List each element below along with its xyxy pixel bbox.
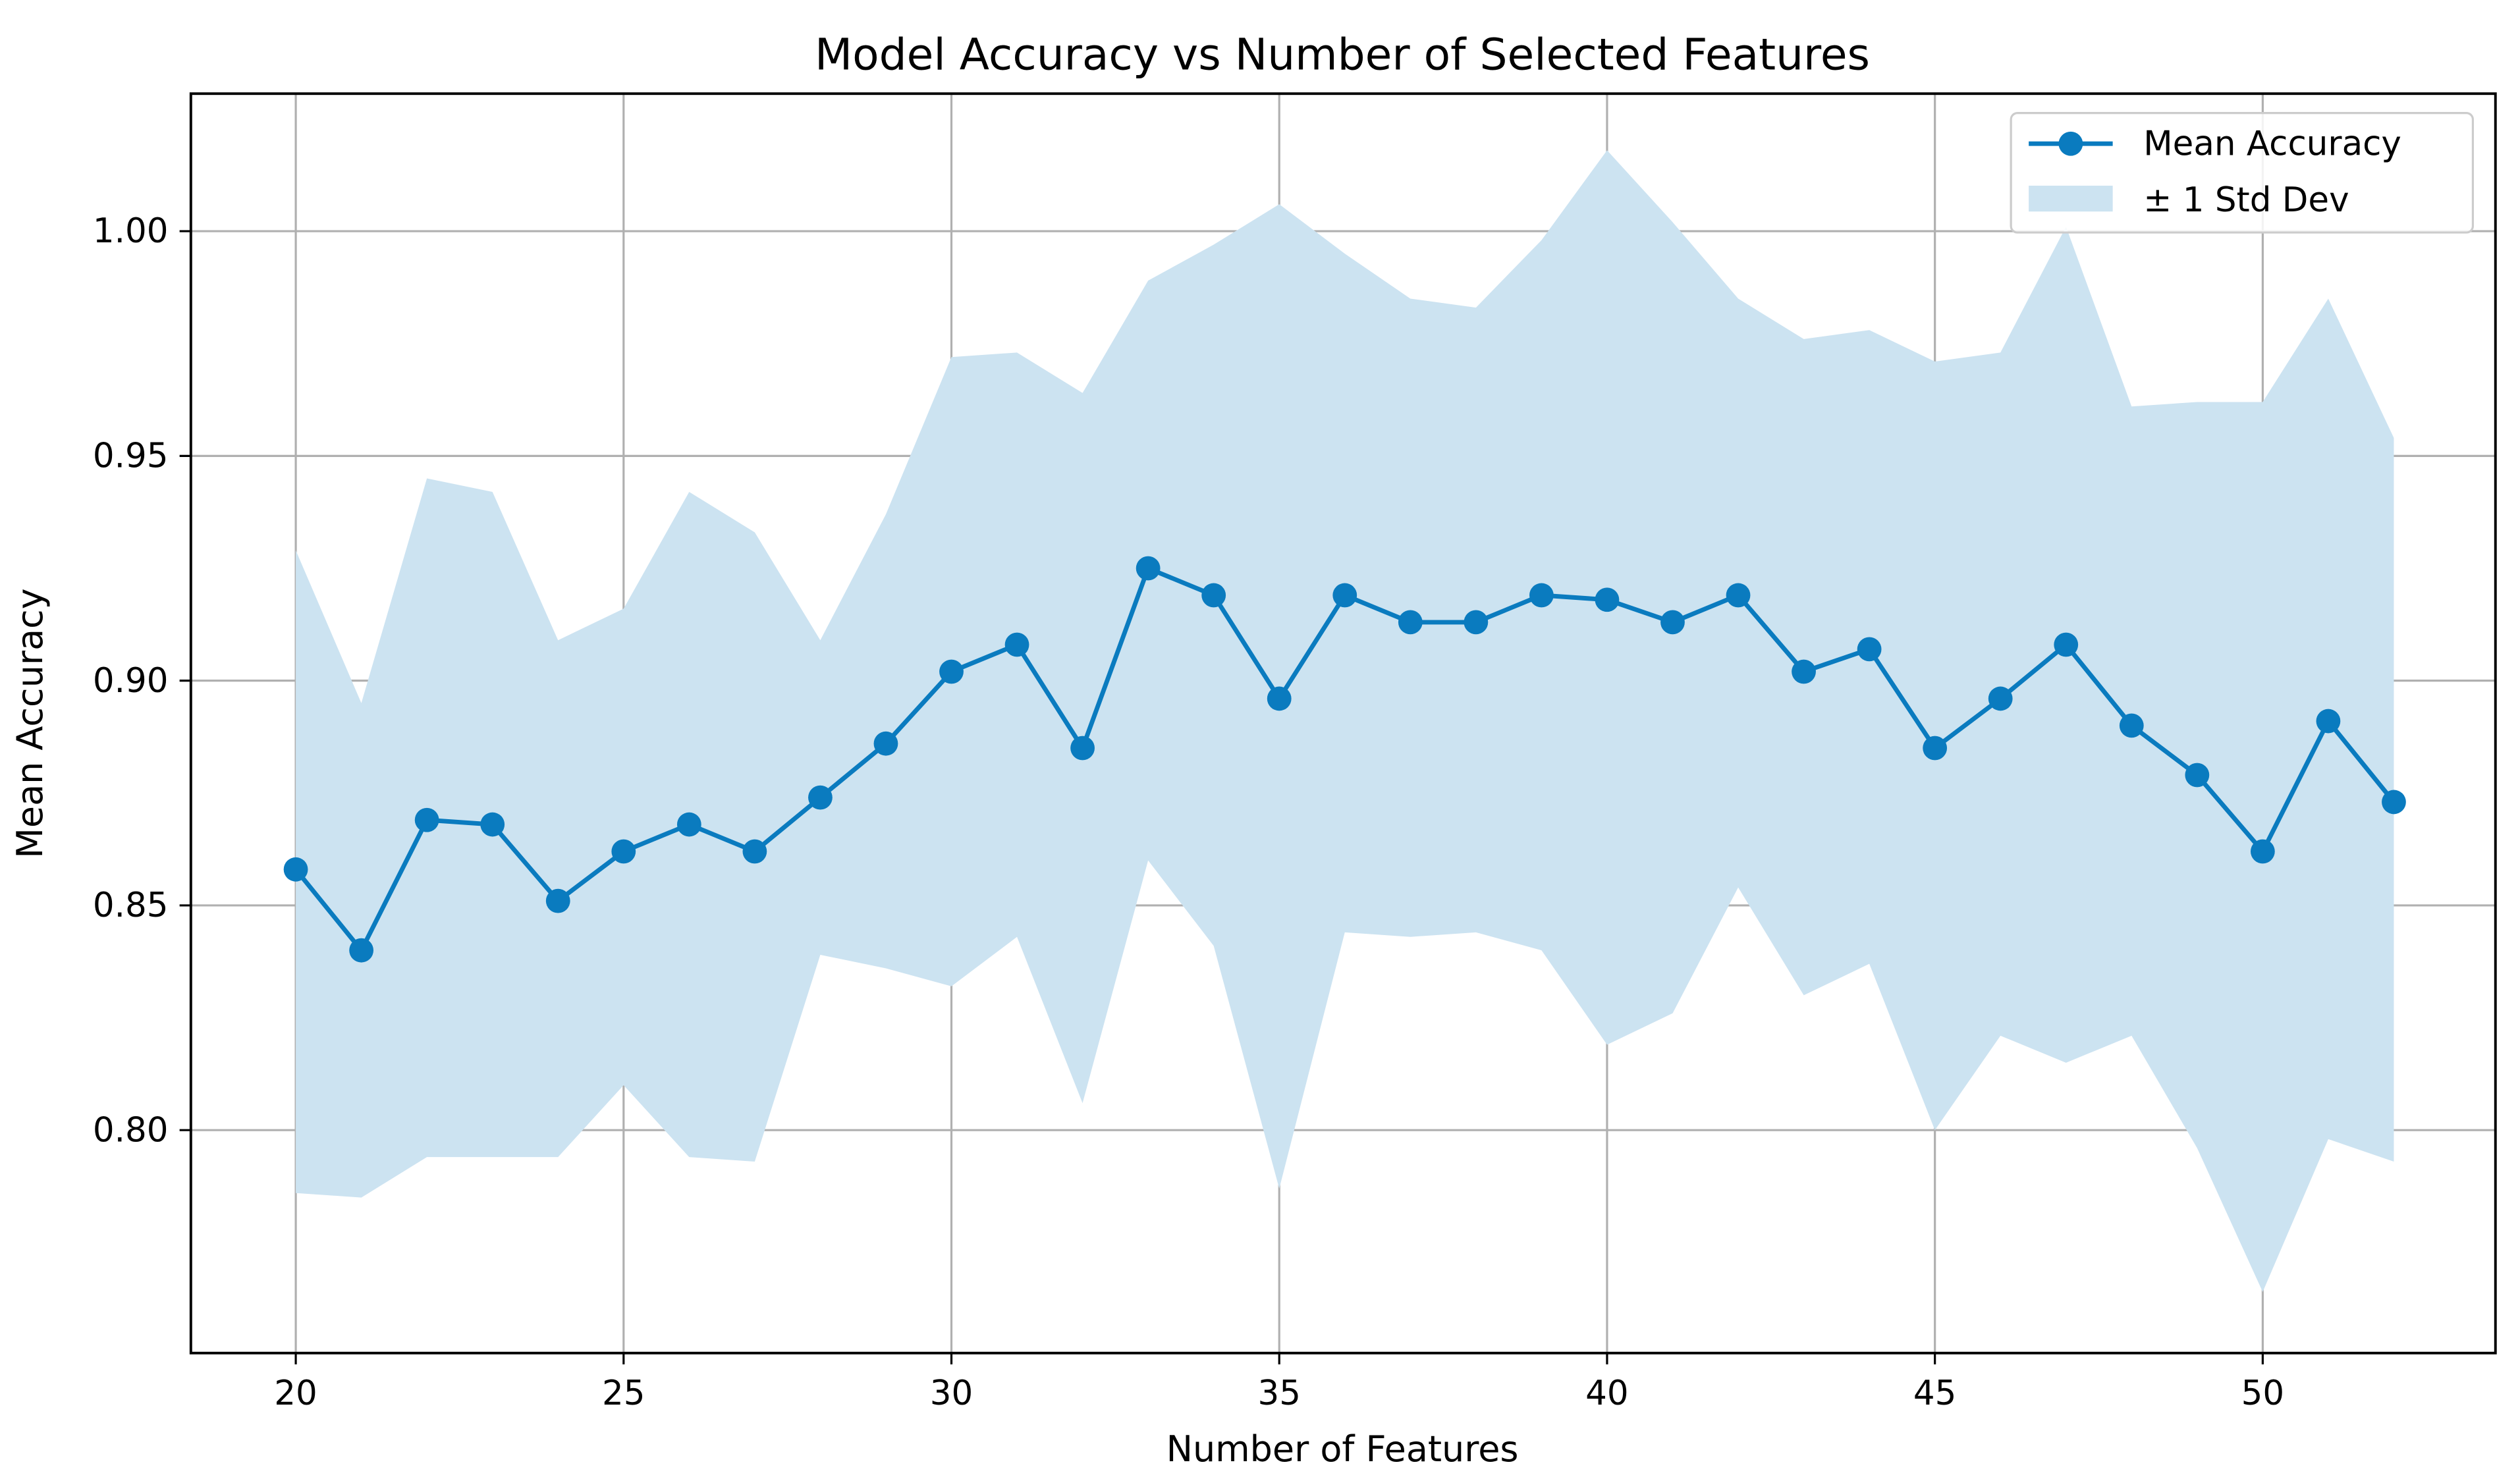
mean-accuracy-point <box>283 857 308 882</box>
mean-accuracy-point <box>2316 709 2341 734</box>
mean-accuracy-point <box>1595 587 1620 612</box>
y-tick-label: 1.00 <box>93 211 169 251</box>
legend-marker-swatch <box>2058 131 2083 156</box>
mean-accuracy-point <box>1792 659 1816 684</box>
std-band-area <box>296 150 2394 1292</box>
legend: Mean Accuracy ± 1 Std Dev <box>2010 112 2475 234</box>
mean-accuracy-point <box>676 812 701 837</box>
mean-accuracy-point <box>2119 713 2144 738</box>
y-axis-label: Mean Accuracy <box>9 588 51 858</box>
x-tick-label: 20 <box>274 1374 317 1413</box>
plot-frame <box>189 92 2497 1355</box>
x-tick-label: 30 <box>930 1374 973 1413</box>
legend-label-mean: Mean Accuracy <box>2143 124 2401 163</box>
legend-label-std: ± 1 Std Dev <box>2143 180 2349 220</box>
mean-accuracy-point <box>1464 610 1489 635</box>
mean-accuracy-point <box>808 785 833 810</box>
mean-accuracy-point <box>1267 686 1292 711</box>
x-tick-label: 50 <box>2241 1374 2285 1413</box>
chart-title: Model Accuracy vs Number of Selected Fea… <box>815 29 1870 80</box>
x-axis-label: Number of Features <box>1166 1428 1519 1470</box>
mean-accuracy-point <box>349 938 374 963</box>
mean-accuracy-point <box>2185 763 2210 788</box>
mean-accuracy-point <box>2054 632 2079 657</box>
mean-accuracy-point <box>611 839 636 864</box>
mean-accuracy-point <box>2250 839 2275 864</box>
mean-accuracy-point <box>1070 736 1095 761</box>
x-tick-label: 45 <box>1913 1374 1957 1413</box>
mean-accuracy-point <box>1201 583 1226 608</box>
x-tick-label: 25 <box>602 1374 645 1413</box>
mean-accuracy-point <box>1004 632 1029 657</box>
legend-box <box>2010 112 2475 234</box>
mean-accuracy-point <box>414 807 439 832</box>
legend-band-swatch <box>2029 185 2113 212</box>
mean-accuracy-point <box>2382 790 2406 815</box>
mean-accuracy-point <box>742 839 767 864</box>
mean-accuracy-point <box>1529 583 1554 608</box>
y-tick-label: 0.95 <box>93 437 169 476</box>
y-tick-label: 0.90 <box>93 661 169 701</box>
mean-accuracy-point <box>1398 610 1423 635</box>
ticks: 20 25 30 35 40 45 50 0.80 0.85 0.90 0.95 1.00 <box>93 211 2284 1413</box>
std-band <box>296 150 2394 1292</box>
mean-accuracy-point <box>1332 583 1357 608</box>
mean-accuracy-point <box>873 731 898 756</box>
x-tick-label: 40 <box>1585 1374 1629 1413</box>
mean-accuracy-point <box>1726 583 1751 608</box>
mean-accuracy-point <box>939 659 964 684</box>
mean-accuracy-point <box>545 888 570 913</box>
mean-accuracy-point <box>1660 610 1685 635</box>
mean-accuracy-point <box>1857 637 1882 662</box>
mean-accuracy-point <box>1923 736 1948 761</box>
x-tick-label: 35 <box>1257 1374 1301 1413</box>
mean-accuracy-point <box>1136 556 1161 581</box>
y-tick-label: 0.80 <box>93 1110 169 1150</box>
y-tick-label: 0.85 <box>93 886 169 925</box>
mean-accuracy-point <box>1988 686 2013 711</box>
series <box>283 556 2406 963</box>
mean-accuracy-point <box>480 812 505 837</box>
